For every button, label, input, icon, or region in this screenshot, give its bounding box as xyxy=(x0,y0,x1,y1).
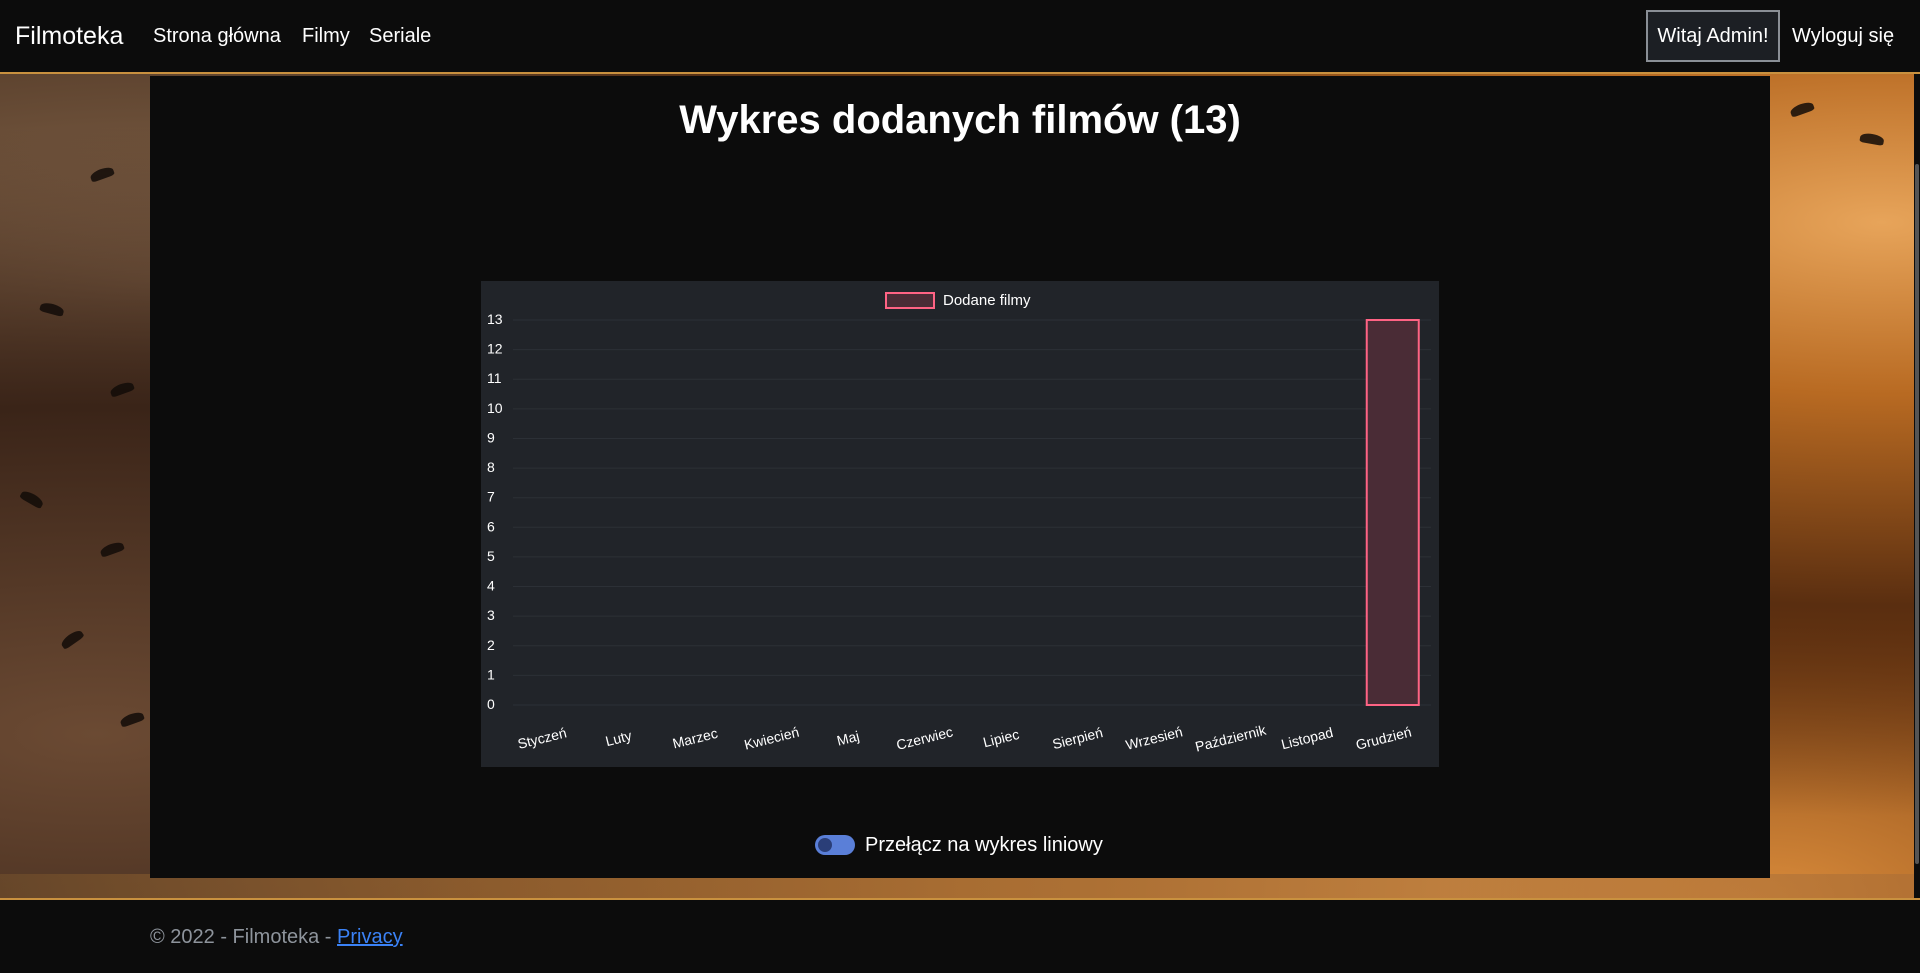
nav-link-movies[interactable]: Filmy xyxy=(302,25,350,47)
navbar: Filmoteka Strona główna Filmy Seriale Wi… xyxy=(0,0,1920,74)
y-tick-label: 8 xyxy=(487,459,495,475)
main-panel: Wykres dodanych filmów (13) 0 1 2 3 4 5 6 7 8 9 10… xyxy=(150,76,1770,878)
y-tick-label: 9 xyxy=(487,429,495,445)
bat-silhouette xyxy=(89,165,115,183)
bat-silhouette xyxy=(99,540,125,558)
x-tick-label: Czerwiec xyxy=(895,723,955,752)
page-title: Wykres dodanych filmów (13) xyxy=(679,98,1241,142)
x-tick-label: Styczeń xyxy=(516,724,568,752)
bat-silhouette xyxy=(1859,131,1885,147)
bat-silhouette xyxy=(19,488,45,510)
privacy-link[interactable]: Privacy xyxy=(337,926,403,948)
y-tick-label: 11 xyxy=(487,370,502,386)
bat-silhouette xyxy=(39,301,65,317)
x-tick-label: Październik xyxy=(1193,721,1268,754)
background-strip xyxy=(0,874,1920,899)
x-tick-label: Maj xyxy=(835,728,861,749)
x-tick-label: Wrzesień xyxy=(1124,723,1184,753)
toggle-knob xyxy=(818,838,832,852)
y-tick-label: 3 xyxy=(487,607,495,623)
y-tick-label: 13 xyxy=(487,311,503,327)
logout-link[interactable]: Wyloguj się xyxy=(1792,25,1895,47)
chart-type-toggle-row: Przełącz na wykres liniowy xyxy=(815,830,1103,860)
nav-link-home[interactable]: Strona główna xyxy=(153,25,281,47)
y-tick-label: 0 xyxy=(487,696,495,712)
x-tick-label: Luty xyxy=(604,727,634,749)
welcome-admin-button[interactable]: Witaj Admin! xyxy=(1646,10,1780,62)
y-tick-label: 10 xyxy=(487,400,503,416)
x-tick-label: Grudzień xyxy=(1354,724,1413,753)
y-tick-label: 4 xyxy=(487,578,495,594)
chart-type-toggle-switch[interactable] xyxy=(815,835,855,855)
x-tick-label: Lipiec xyxy=(981,726,1020,750)
x-tick-label: Marzec xyxy=(671,725,719,752)
y-tick-label: 1 xyxy=(487,666,495,682)
y-tick-label: 12 xyxy=(487,341,503,357)
x-tick-label: Listopad xyxy=(1279,724,1334,752)
bar xyxy=(1365,319,1420,706)
scrollbar-thumb[interactable] xyxy=(1915,164,1919,864)
bat-silhouette xyxy=(109,380,135,398)
footer-copyright: © 2022 - Filmoteka - xyxy=(150,926,338,948)
y-tick-label: 2 xyxy=(487,637,495,653)
footer-text: © 2022 - Filmoteka - Privacy xyxy=(150,926,403,949)
brand-logo[interactable]: Filmoteka xyxy=(15,22,124,50)
y-tick-label: 5 xyxy=(487,548,495,564)
page-scrollbar[interactable] xyxy=(1914,74,1920,898)
legend-label: Dodane filmy xyxy=(943,292,1031,309)
bat-silhouette xyxy=(1789,100,1815,118)
bat-silhouette xyxy=(59,628,85,650)
y-tick-label: 6 xyxy=(487,518,495,534)
bar-chart: 0 1 2 3 4 5 6 7 8 9 10 11 12 13 Styczeń Luty Marzec Kwiec… xyxy=(481,281,1439,767)
nav-link-series[interactable]: Seriale xyxy=(369,25,432,47)
x-tick-label: Kwiecień xyxy=(742,724,800,753)
legend-swatch xyxy=(885,292,935,309)
footer: © 2022 - Filmoteka - Privacy xyxy=(0,898,1920,973)
bat-silhouette xyxy=(119,710,145,728)
x-tick-label: Sierpień xyxy=(1051,724,1105,752)
chart-type-toggle-label[interactable]: Przełącz na wykres liniowy xyxy=(865,833,1103,856)
y-tick-label: 7 xyxy=(487,489,495,505)
